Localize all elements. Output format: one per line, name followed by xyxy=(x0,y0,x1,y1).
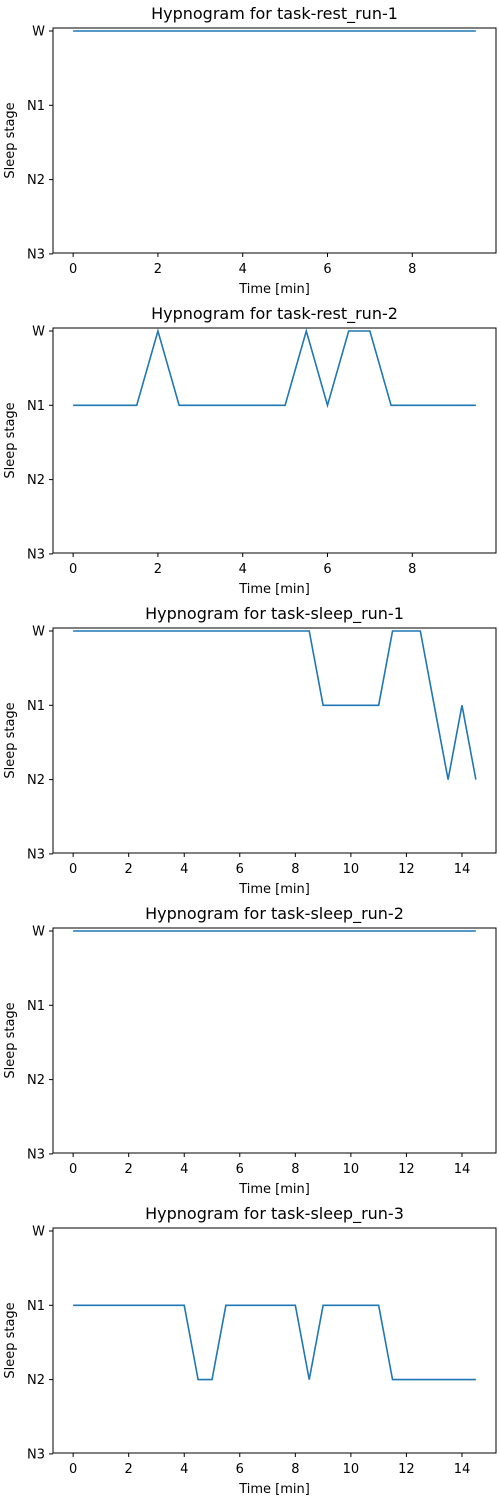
y-tick-label: W xyxy=(32,1225,45,1240)
x-tick-label: 8 xyxy=(291,1162,299,1177)
y-tick-label: N1 xyxy=(27,399,45,414)
y-tick-label: N2 xyxy=(27,773,45,788)
y-tick-label: W xyxy=(32,625,45,640)
x-tick-label: 2 xyxy=(154,262,162,277)
x-tick-label: 2 xyxy=(125,1462,133,1477)
x-tick-label: 4 xyxy=(180,1162,188,1177)
x-tick-label: 2 xyxy=(125,1162,133,1177)
hypnogram-panel-4: Hypnogram for task-sleep_run-2 W N1 N2 N3 0 2 4… xyxy=(3,904,497,1197)
x-tick-label: 14 xyxy=(454,1162,471,1177)
x-tick-label: 6 xyxy=(236,862,244,877)
x-axis-label: Time [min] xyxy=(238,282,310,297)
x-tick-label: 8 xyxy=(408,262,416,277)
hypnogram-line xyxy=(73,630,477,780)
x-tick-label: 14 xyxy=(454,862,471,877)
hypnogram-line xyxy=(73,328,476,409)
y-tick-label: N2 xyxy=(27,1073,45,1088)
hypnogram-panel-5: Hypnogram for task-sleep_run-3 W N1 N2 N3 0 2 4… xyxy=(3,1204,497,1497)
x-tick-label: 0 xyxy=(69,862,77,877)
y-tick-label: N3 xyxy=(27,1447,45,1462)
x-axis-label: Time [min] xyxy=(238,582,310,597)
y-tick-label: N1 xyxy=(27,699,45,714)
x-tick-label: 6 xyxy=(323,262,331,277)
axes-frame xyxy=(52,27,497,254)
y-tick-label: N3 xyxy=(27,247,45,262)
x-tick-label: 0 xyxy=(69,1162,77,1177)
axes-frame xyxy=(52,1227,497,1454)
y-tick-label: N3 xyxy=(27,547,45,562)
x-tick-label: 8 xyxy=(291,862,299,877)
x-tick-label: 10 xyxy=(343,862,360,877)
x-tick-label: 6 xyxy=(236,1462,244,1477)
x-tick-label: 2 xyxy=(154,562,162,577)
axes-frame xyxy=(52,327,497,554)
x-axis-label: Time [min] xyxy=(238,1482,310,1497)
y-tick-label: N3 xyxy=(27,847,45,862)
y-axis-label: Sleep stage xyxy=(3,702,18,778)
y-axis-label: Sleep stage xyxy=(3,1002,18,1078)
y-tick-label: N1 xyxy=(27,99,45,114)
x-tick-label: 8 xyxy=(408,562,416,577)
y-tick-label: N2 xyxy=(27,1373,45,1388)
chart-title: Hypnogram for task-rest_run-2 xyxy=(151,304,398,324)
x-tick-label: 6 xyxy=(323,562,331,577)
hypnogram-panel-3: Hypnogram for task-sleep_run-1 W N1 N2 N3 0 2 4… xyxy=(3,604,497,897)
x-tick-label: 4 xyxy=(239,562,247,577)
y-tick-label: N1 xyxy=(27,999,45,1014)
x-tick-label: 12 xyxy=(398,1162,415,1177)
chart-title: Hypnogram for task-sleep_run-1 xyxy=(145,604,404,624)
hypnogram-panel-1: Hypnogram for task-rest_run-1 W N1 N2 N3 0 2 4 6… xyxy=(3,4,497,297)
x-tick-label: 12 xyxy=(398,862,415,877)
y-tick-label: W xyxy=(32,25,45,40)
y-axis-label: Sleep stage xyxy=(3,1302,18,1378)
y-tick-label: W xyxy=(32,925,45,940)
x-tick-label: 0 xyxy=(69,562,77,577)
chart-title: Hypnogram for task-sleep_run-3 xyxy=(145,1204,404,1224)
y-tick-label: N1 xyxy=(27,1299,45,1314)
x-tick-label: 4 xyxy=(180,1462,188,1477)
x-tick-label: 6 xyxy=(236,1162,244,1177)
x-tick-label: 4 xyxy=(180,862,188,877)
x-axis-label: Time [min] xyxy=(238,882,310,897)
y-tick-label: W xyxy=(32,325,45,340)
x-tick-label: 4 xyxy=(239,262,247,277)
x-axis-label: Time [min] xyxy=(238,1182,310,1197)
y-tick-label: N2 xyxy=(27,473,45,488)
y-axis-label: Sleep stage xyxy=(3,402,18,478)
x-tick-label: 0 xyxy=(69,1462,77,1477)
chart-title: Hypnogram for task-rest_run-1 xyxy=(151,4,398,24)
x-tick-label: 10 xyxy=(343,1162,360,1177)
y-tick-label: N3 xyxy=(27,1147,45,1162)
x-tick-label: 14 xyxy=(454,1462,471,1477)
x-tick-label: 0 xyxy=(69,262,77,277)
hypnogram-line xyxy=(73,1304,476,1381)
y-tick-label: N2 xyxy=(27,173,45,188)
chart-title: Hypnogram for task-sleep_run-2 xyxy=(145,904,404,924)
x-tick-label: 8 xyxy=(291,1462,299,1477)
hypnogram-panel-2: Hypnogram for task-rest_run-2 W N1 N2 N3 0 2 4 6… xyxy=(3,304,497,597)
axes-frame xyxy=(52,627,497,854)
x-tick-label: 12 xyxy=(398,1462,415,1477)
axes-frame xyxy=(52,927,497,1154)
x-tick-label: 10 xyxy=(343,1462,360,1477)
y-axis-label: Sleep stage xyxy=(3,102,18,178)
x-tick-label: 2 xyxy=(125,862,133,877)
